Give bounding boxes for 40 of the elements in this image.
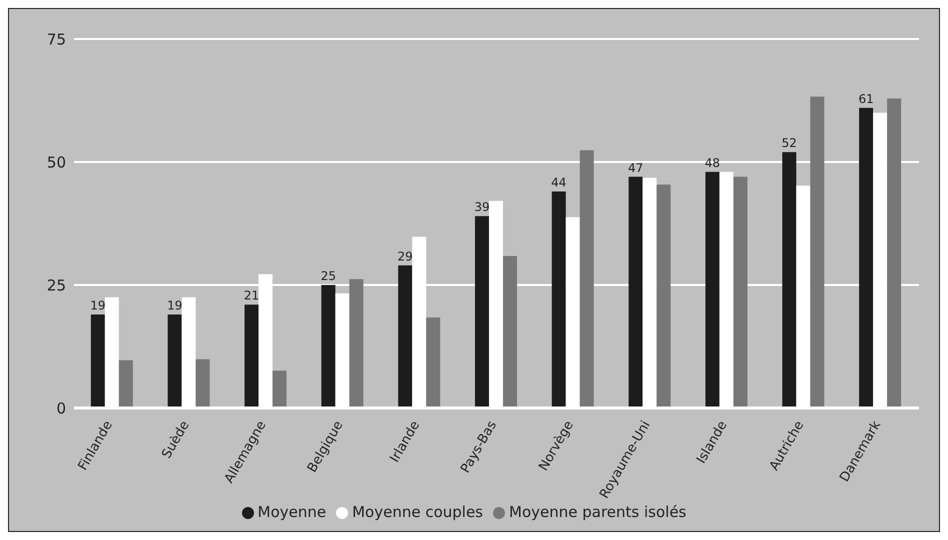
bar (733, 176, 748, 408)
bar (552, 192, 566, 408)
y-tick-label: 25 (46, 276, 66, 294)
data-label: 39 (474, 200, 490, 214)
data-label: 29 (398, 249, 413, 264)
bar (859, 108, 874, 408)
bar (90, 314, 105, 408)
bar (168, 314, 182, 408)
bar (580, 150, 594, 408)
bar (118, 360, 133, 408)
bar (782, 152, 796, 408)
bar (887, 98, 902, 408)
legend-label: Moyenne (258, 503, 326, 521)
bar (810, 96, 824, 408)
bar (244, 304, 259, 408)
data-label: 25 (320, 269, 336, 283)
data-label: 19 (167, 298, 182, 313)
bar (321, 285, 336, 408)
data-label: 47 (628, 160, 644, 175)
bar (398, 265, 412, 408)
legend-label: Moyenne parents isolés (509, 503, 686, 521)
data-label: 48 (704, 156, 720, 170)
legend-label: Moyenne couples (352, 503, 483, 521)
bar (349, 279, 364, 408)
data-label: 19 (90, 298, 106, 313)
bar (705, 172, 720, 408)
data-label: 44 (551, 176, 566, 190)
bar (628, 176, 643, 408)
bar (272, 370, 287, 408)
bar (474, 216, 489, 408)
bar (502, 256, 517, 408)
y-tick-label: 75 (46, 30, 66, 48)
bar (196, 359, 210, 408)
bar (426, 317, 440, 408)
bar (656, 184, 671, 408)
data-label: 52 (782, 136, 797, 150)
y-tick-label: 0 (56, 399, 66, 418)
data-label: 21 (244, 288, 260, 303)
data-label: 61 (858, 92, 874, 106)
y-tick-label: 50 (46, 153, 66, 172)
